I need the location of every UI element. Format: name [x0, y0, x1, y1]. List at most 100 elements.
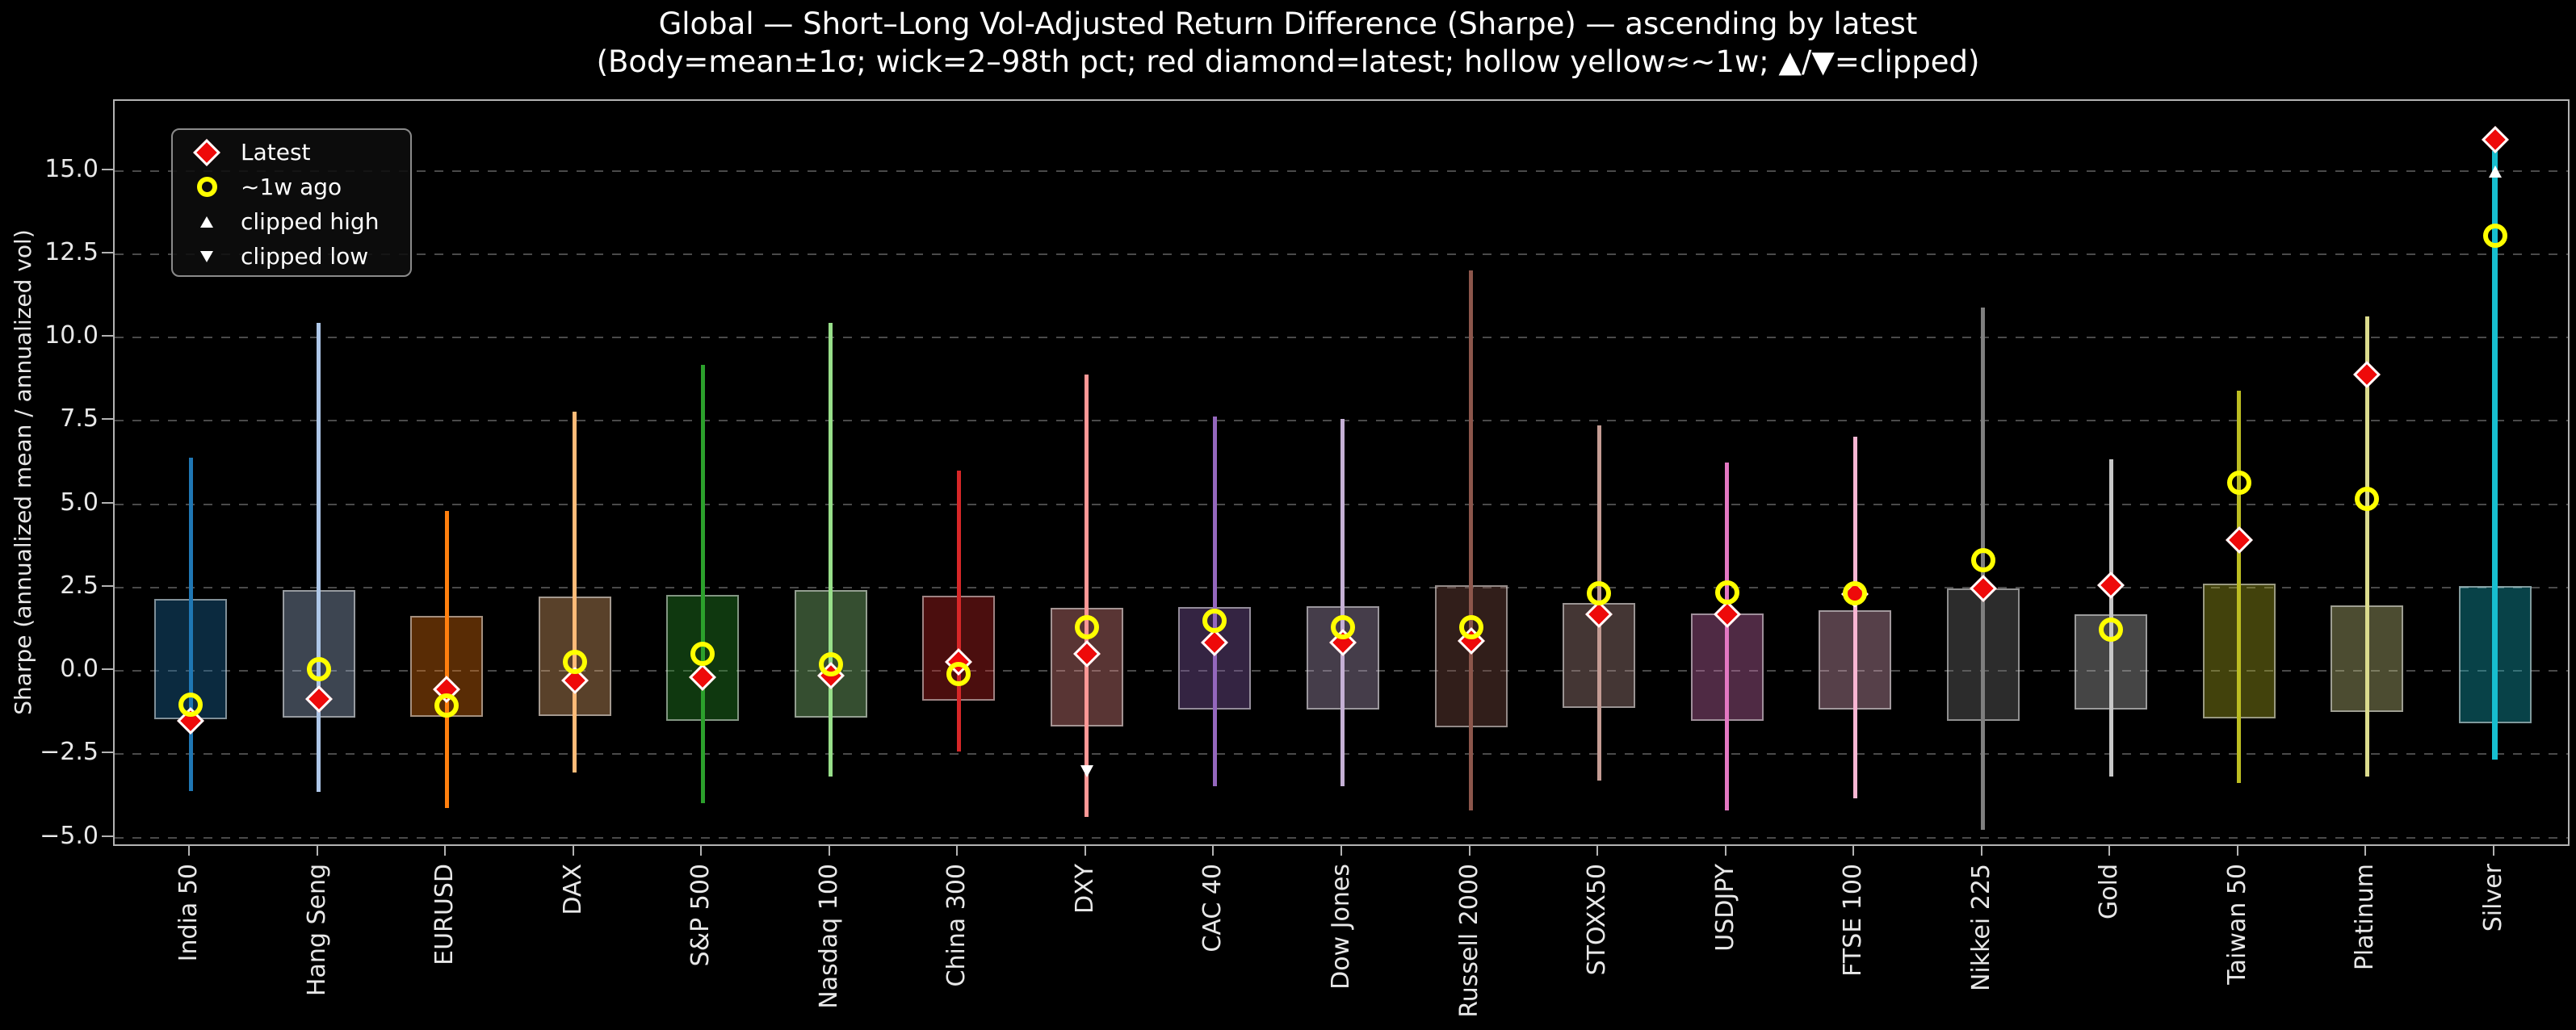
- legend-label-week-ago: ~1w ago: [241, 174, 342, 200]
- plot-area: [113, 99, 2570, 846]
- wick-india-50: [188, 458, 193, 791]
- x-tick-label-usdjpy: USDJPY: [1710, 864, 1739, 952]
- x-tick-mark: [1468, 846, 1471, 856]
- week-ago-marker-usdjpy: [1714, 580, 1739, 605]
- clipped-high-marker-silver: [2488, 165, 2502, 178]
- x-tick-label-nasdaq-100: Nasdaq 100: [814, 864, 843, 1009]
- x-tick-mark: [700, 846, 703, 856]
- legend: Latest ~1w ago clipped high clipped low: [171, 128, 412, 277]
- y-tick-label: 10.0: [44, 321, 99, 350]
- gridline-y-−5.0: [115, 836, 2568, 839]
- week-ago-marker-nasdaq-100: [818, 652, 843, 677]
- legend-row-clipped-high: clipped high: [173, 204, 410, 239]
- gridline-y-15.0: [115, 170, 2568, 172]
- latest-marker-taiwan-50: [2225, 526, 2253, 555]
- y-tick-mark: [102, 251, 113, 253]
- legend-row-week-ago: ~1w ago: [173, 170, 410, 204]
- y-axis-label: Sharpe (annualized mean / annualized vol…: [10, 229, 36, 715]
- wick-eurusd: [444, 510, 449, 808]
- wick-silver: [2492, 150, 2498, 760]
- week-ago-marker-dxy: [1074, 614, 1099, 639]
- week-ago-marker-nikkei-225: [1970, 548, 1995, 573]
- y-tick-label: −5.0: [40, 821, 99, 850]
- y-tick-label: 2.5: [60, 571, 99, 600]
- wick-ftse-100: [1852, 437, 1857, 798]
- y-tick-mark: [102, 501, 113, 504]
- x-tick-label-dxy: DXY: [1070, 864, 1099, 914]
- week-ago-marker-stoxx50: [1587, 581, 1612, 606]
- x-tick-label-nikkei-225: Nikkei 225: [1966, 864, 1995, 992]
- x-tick-label-gold: Gold: [2095, 864, 2124, 919]
- x-tick-mark: [316, 846, 318, 856]
- x-tick-label-s-p-500: S&P 500: [686, 864, 715, 967]
- legend-row-clipped-low: clipped low: [173, 239, 410, 274]
- wick-usdjpy: [1725, 463, 1730, 811]
- y-tick-label: −2.5: [40, 738, 99, 767]
- wick-dow-jones: [1340, 418, 1345, 786]
- week-ago-marker-india-50: [178, 692, 203, 717]
- x-tick-mark: [1724, 846, 1726, 856]
- week-ago-marker-hang-seng: [306, 657, 331, 682]
- week-ago-marker-cac-40: [1202, 609, 1227, 634]
- x-tick-mark: [1340, 846, 1342, 856]
- x-tick-label-taiwan-50: Taiwan 50: [2222, 864, 2251, 985]
- wick-china-300: [956, 470, 961, 752]
- x-tick-label-russell-2000: Russell 2000: [1454, 864, 1483, 1018]
- chart-title: Global — Short–Long Vol-Adjusted Return …: [0, 5, 2576, 81]
- x-tick-label-dax: DAX: [558, 864, 587, 915]
- y-tick-label: 15.0: [44, 154, 99, 183]
- week-ago-marker-russell-2000: [1458, 614, 1483, 639]
- wick-russell-2000: [1469, 270, 1473, 811]
- legend-label-clipped-low: clipped low: [241, 243, 369, 270]
- week-ago-circle-icon: [196, 177, 217, 197]
- x-tick-label-platinum: Platinum: [2351, 864, 2380, 971]
- x-tick-mark: [956, 846, 959, 856]
- x-tick-mark: [2364, 846, 2367, 856]
- wick-nasdaq-100: [829, 323, 833, 777]
- wick-s-p-500: [700, 365, 705, 803]
- y-tick-label: 7.5: [60, 404, 99, 433]
- x-tick-mark: [572, 846, 574, 856]
- week-ago-marker-eurusd: [434, 693, 459, 718]
- x-tick-mark: [2236, 846, 2238, 856]
- x-tick-label-silver: Silver: [2478, 864, 2507, 932]
- y-tick-mark: [102, 584, 113, 587]
- clipped-high-triangle-icon: [200, 216, 213, 228]
- x-tick-mark: [2108, 846, 2111, 856]
- latest-marker-platinum: [2353, 360, 2381, 388]
- x-tick-label-china-300: China 300: [942, 864, 971, 987]
- x-tick-label-india-50: India 50: [174, 864, 203, 962]
- y-tick-mark: [102, 835, 113, 837]
- week-ago-marker-ftse-100: [1843, 581, 1868, 606]
- wick-hang-seng: [317, 323, 321, 792]
- legend-row-latest: Latest: [173, 135, 410, 170]
- chart-title-line1: Global — Short–Long Vol-Adjusted Return …: [658, 6, 1918, 41]
- x-tick-mark: [828, 846, 830, 856]
- y-tick-mark: [102, 335, 113, 337]
- x-tick-mark: [1084, 846, 1086, 856]
- x-tick-mark: [1596, 846, 1599, 856]
- gridline-y-10.0: [115, 337, 2568, 339]
- wick-dxy: [1085, 375, 1089, 817]
- week-ago-marker-platinum: [2355, 487, 2380, 512]
- chart-title-line2: (Body=mean±1σ; wick=2–98th pct; red diam…: [596, 44, 1980, 79]
- wick-taiwan-50: [2237, 391, 2242, 784]
- y-tick-mark: [102, 418, 113, 421]
- y-tick-mark: [102, 168, 113, 170]
- week-ago-marker-silver: [2482, 224, 2507, 249]
- x-tick-label-eurusd: EURUSD: [430, 864, 459, 965]
- latest-marker-silver: [2481, 126, 2509, 154]
- week-ago-marker-dow-jones: [1330, 614, 1355, 639]
- clipped-low-triangle-icon: [200, 250, 213, 262]
- legend-label-latest: Latest: [241, 139, 311, 165]
- x-tick-mark: [188, 846, 190, 856]
- x-tick-mark: [1212, 846, 1215, 856]
- x-tick-label-hang-seng: Hang Seng: [302, 864, 331, 997]
- wick-dax: [573, 411, 577, 773]
- x-tick-label-cac-40: CAC 40: [1198, 864, 1227, 953]
- latest-marker-gold: [2097, 572, 2125, 599]
- gridline-y-12.5: [115, 253, 2568, 255]
- week-ago-marker-gold: [2099, 618, 2124, 643]
- y-tick-mark: [102, 668, 113, 671]
